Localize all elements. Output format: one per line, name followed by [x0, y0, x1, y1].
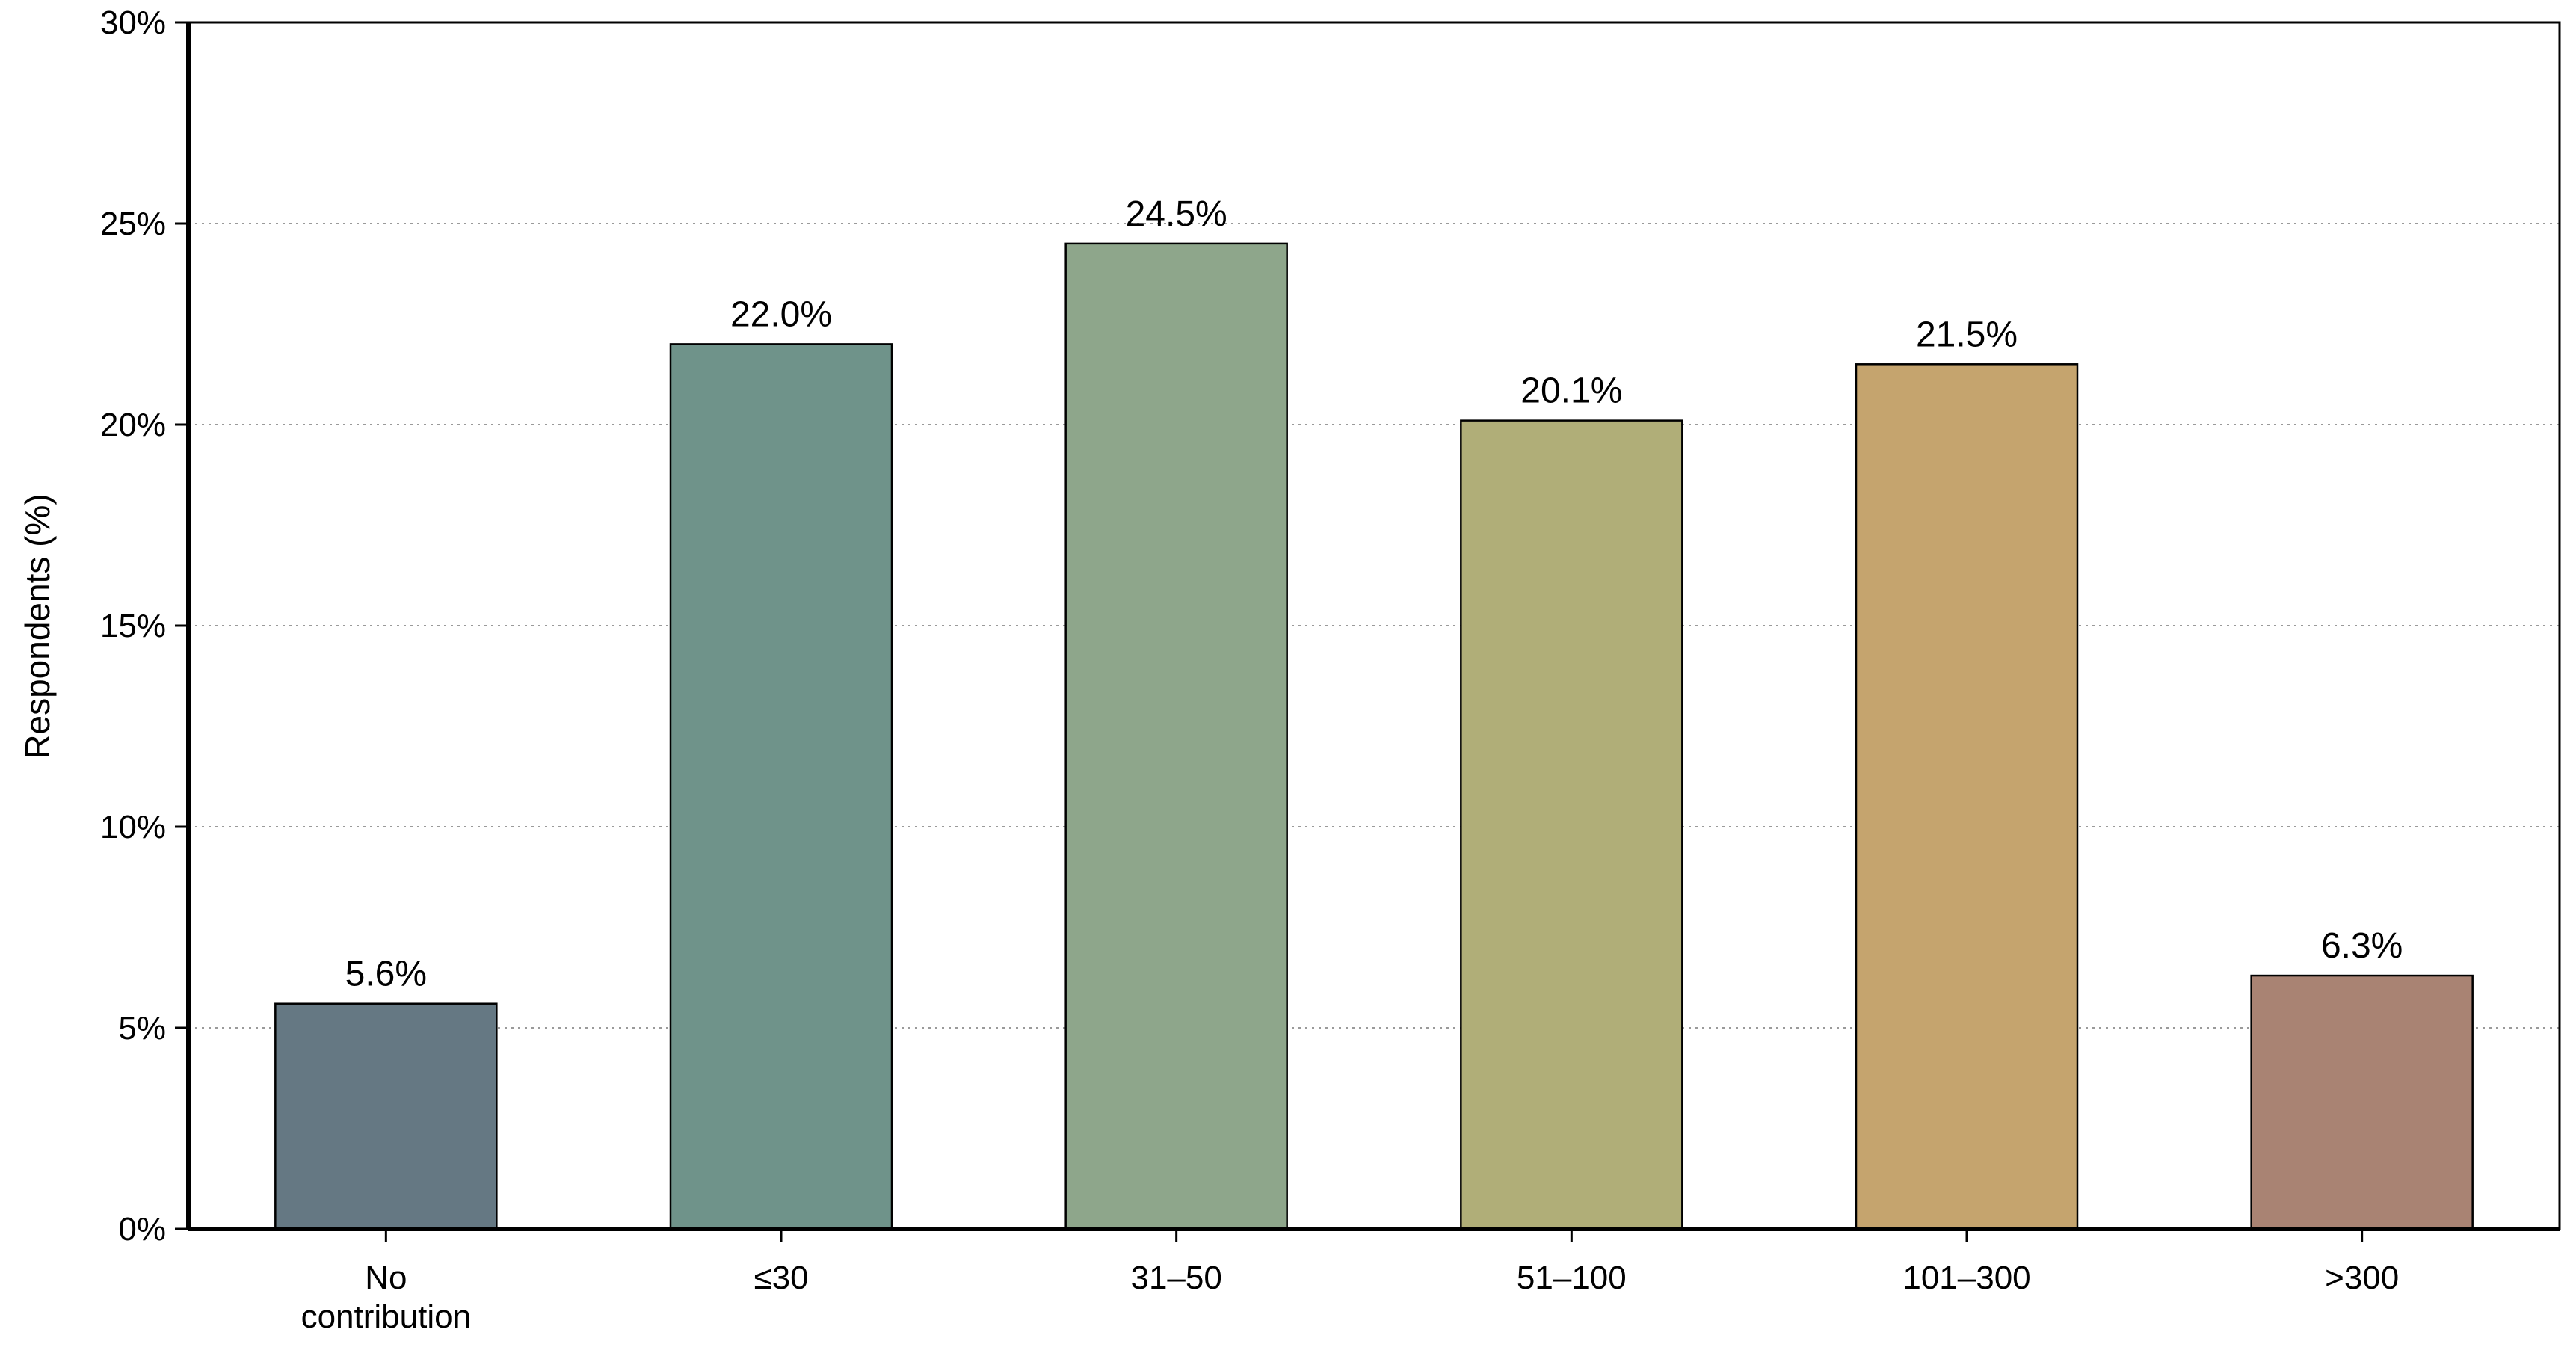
category-label: >300	[2325, 1260, 2399, 1296]
bar	[274, 1002, 498, 1230]
y-tick-label: 0%	[118, 1211, 166, 1248]
bar	[1855, 363, 2079, 1230]
y-tick-label: 5%	[118, 1010, 166, 1047]
category-label: 51–100	[1517, 1260, 1627, 1296]
y-tick-label: 15%	[100, 608, 166, 644]
bar	[1460, 419, 1683, 1230]
y-tick-label: 30%	[100, 4, 166, 41]
bar-value-label: 6.3%	[2321, 926, 2403, 966]
y-axis: 0% 5% 10% 15% 20% 25% 30%	[100, 4, 188, 1248]
bar-value-label: 22.0%	[730, 295, 832, 334]
category-label: 101–300	[1902, 1260, 2030, 1296]
category-label: 31–50	[1130, 1260, 1221, 1296]
y-tick-label: 25%	[100, 206, 166, 242]
category-label: contribution	[301, 1298, 471, 1335]
bar	[669, 343, 893, 1230]
bar	[1064, 242, 1288, 1230]
category-label: No	[365, 1260, 407, 1296]
bar-value-label: 5.6%	[345, 955, 427, 994]
bar-value-label: 24.5%	[1126, 194, 1227, 234]
y-tick-label: 20%	[100, 407, 166, 443]
category-label: ≤30	[754, 1260, 808, 1296]
value-labels: 5.6% 22.0% 24.5% 20.1% 21.5% 6.3%	[345, 194, 2403, 994]
bars	[274, 242, 2474, 1230]
bar	[2250, 974, 2474, 1230]
bar-value-label: 20.1%	[1520, 372, 1622, 411]
bar-value-label: 21.5%	[1916, 315, 2018, 354]
y-axis-title: Respondents (%)	[18, 493, 57, 759]
y-tick-label: 10%	[100, 809, 166, 845]
